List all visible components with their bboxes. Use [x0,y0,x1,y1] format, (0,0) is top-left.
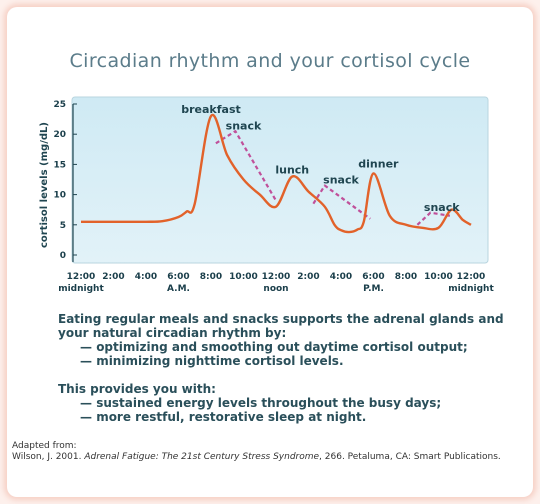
list-item: more restful, restorative sleep at night… [80,410,528,424]
y-axis-label: cortisol levels (mg/dL) [39,122,50,248]
y-tick-label: 10 [53,191,66,201]
intro-text: Eating regular meals and snacks supports… [58,312,504,340]
cortisol-line [80,113,472,234]
x-tick-label: 6:00 [167,272,189,282]
annotation-label: lunch [275,163,309,176]
x-tick-label: 8:00 [395,272,417,282]
x-tick-label: 6:00 [362,272,384,282]
y-tick-label: 20 [53,130,66,140]
citation-label: Adapted from: [12,441,77,451]
x-tick-label: 10:00 [229,272,258,282]
y-tick-label: 0 [60,251,66,261]
x-tick-label: 2:00 [102,272,124,282]
citation: Adapted from: Wilson, J. 2001. Adrenal F… [12,441,532,463]
citation-rest: , 266. Petaluma, CA: Smart Publications. [319,452,501,462]
x-subtick-label: A.M. [167,284,190,294]
y-tick-label: 25 [53,100,66,110]
provides-text: This provides you with: [58,382,216,396]
list-item: sustained energy levels throughout the b… [80,396,528,410]
annotation-label: breakfast [181,103,241,116]
x-subtick-label: noon [263,284,288,294]
x-subtick-label: P.M. [363,284,384,294]
plot-area [71,96,489,264]
citation-author: Wilson, J. 2001. [12,452,85,462]
x-tick-label: 4:00 [135,272,157,282]
page-title: Circadian rhythm and your cortisol cycle [69,50,471,72]
y-tick-label: 5 [60,221,66,231]
snack-dashed-line [416,211,451,226]
annotation-label: snack [226,119,262,132]
x-tick-label: 4:00 [330,272,352,282]
annotation-label: snack [424,201,460,214]
list-item: optimizing and smoothing out daytime cor… [80,340,528,354]
annotation-label: snack [323,174,359,187]
x-tick-label: 2:00 [297,272,319,282]
cortisol-chart: 25 20 15 10 5 0 12:00 2:00 4:00 6:00 8:00 10:00 12:… [39,96,494,294]
y-tick-label: 15 [53,160,66,170]
citation-book: Adrenal Fatigue: The 21st Century Stress… [84,452,320,462]
results-list: sustained energy levels throughout the b… [58,396,528,424]
benefits-list: optimizing and smoothing out daytime cor… [58,340,528,368]
x-subtick-label: midnight [448,284,494,294]
x-tick-label: 10:00 [424,272,453,282]
x-tick-label: 12:00 [67,272,96,282]
body-text: Eating regular meals and snacks supports… [58,312,528,424]
x-tick-label: 12:00 [262,272,291,282]
annotation-label: dinner [358,157,399,170]
x-subtick-label: midnight [58,284,104,294]
x-tick-label: 12:00 [457,272,486,282]
list-item: minimizing nighttime cortisol levels. [80,354,528,368]
x-tick-label: 8:00 [200,272,222,282]
